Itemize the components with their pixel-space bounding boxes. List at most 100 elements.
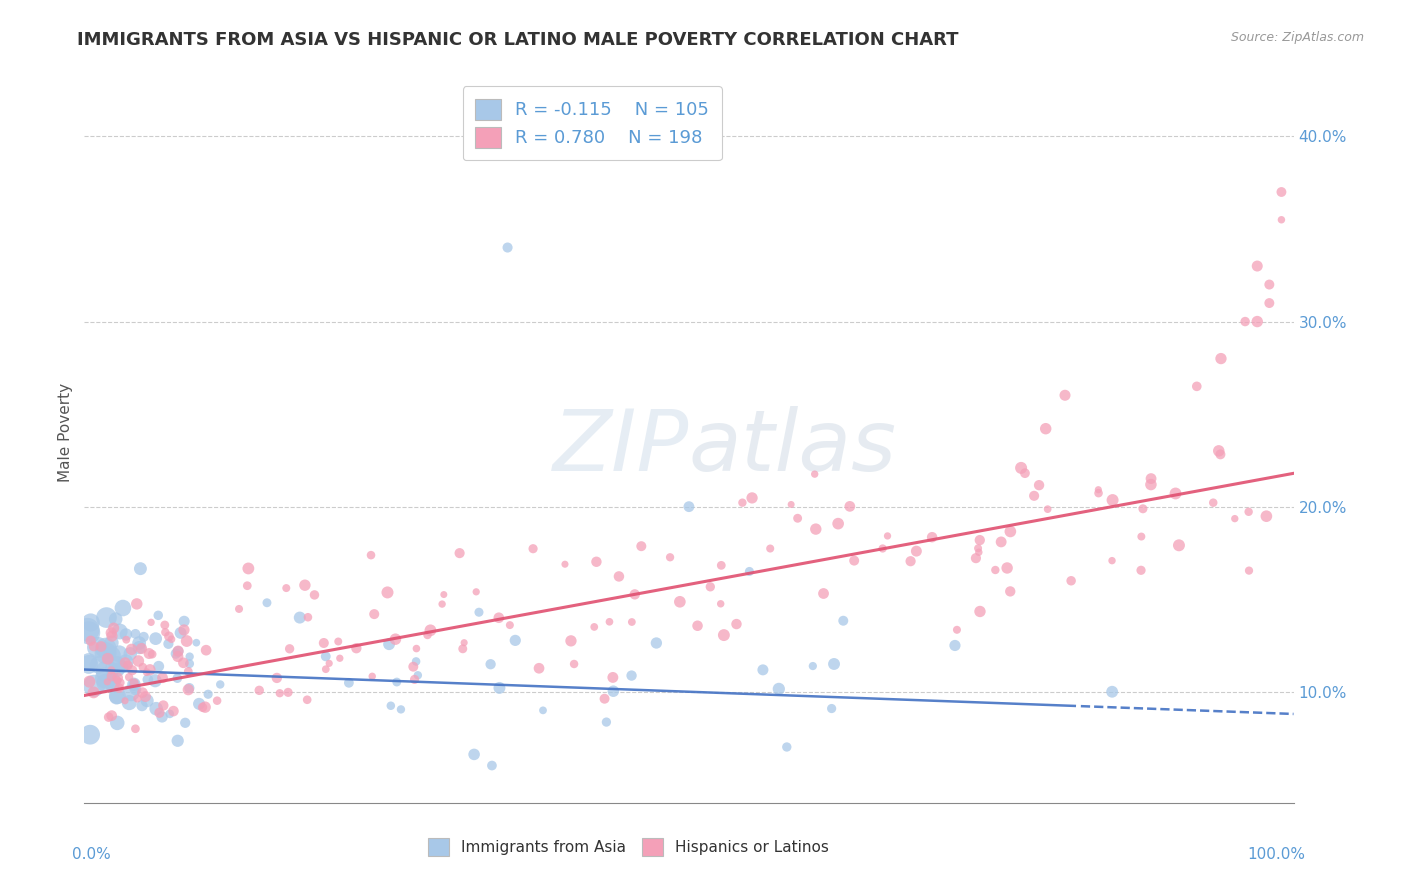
Point (481, 758, 503, 772)
Point (1256, 509, 1278, 524)
Point (177, 682, 200, 697)
Point (79, 728, 101, 742)
Point (1223, 511, 1246, 525)
Point (990, 535, 1012, 549)
Point (162, 704, 184, 718)
Point (1209, 351, 1232, 366)
Point (177, 665, 200, 679)
Point (1208, 443, 1230, 458)
Point (315, 649, 337, 664)
Point (277, 685, 299, 699)
Point (105, 689, 128, 703)
Point (77, 655, 100, 669)
Point (101, 648, 124, 663)
Point (1237, 564, 1260, 578)
Point (921, 530, 943, 544)
Point (752, 663, 775, 677)
Point (803, 467, 825, 482)
Point (453, 636, 475, 650)
Point (531, 703, 554, 717)
Point (1246, 259, 1268, 273)
Point (83, 640, 105, 654)
Point (127, 691, 149, 706)
Point (984, 563, 1007, 577)
Point (153, 618, 176, 632)
Point (468, 605, 491, 619)
Point (1237, 505, 1260, 519)
Point (503, 633, 526, 648)
Point (620, 615, 643, 629)
Point (87, 658, 110, 673)
Text: 100.0%: 100.0% (1247, 847, 1306, 863)
Point (699, 580, 721, 594)
Point (967, 545, 990, 559)
Point (100, 636, 122, 650)
Point (560, 633, 582, 648)
Point (876, 529, 898, 543)
Point (776, 739, 799, 754)
Point (731, 496, 754, 510)
Point (786, 511, 808, 525)
Point (946, 623, 969, 637)
Point (165, 647, 187, 661)
Point (83, 679, 105, 693)
Point (967, 541, 990, 556)
Point (499, 618, 522, 632)
Point (191, 700, 214, 714)
Point (686, 619, 709, 633)
Point (117, 658, 139, 673)
Point (155, 625, 177, 640)
Point (602, 684, 624, 698)
Point (179, 681, 201, 695)
Point (1258, 296, 1281, 310)
Point (166, 733, 188, 747)
Point (1053, 388, 1076, 402)
Point (108, 624, 131, 639)
Point (838, 500, 860, 514)
Point (465, 584, 488, 599)
Point (1035, 422, 1057, 436)
Point (172, 656, 194, 670)
Point (965, 551, 987, 566)
Point (385, 675, 408, 690)
Point (363, 607, 385, 621)
Point (96, 674, 118, 689)
Point (160, 632, 183, 647)
Point (103, 621, 125, 635)
Point (623, 587, 645, 601)
Point (827, 516, 849, 531)
Point (124, 722, 146, 736)
Point (1140, 477, 1163, 491)
Point (124, 627, 146, 641)
Point (276, 581, 298, 595)
Point (152, 671, 174, 685)
Point (449, 546, 471, 560)
Point (269, 686, 291, 700)
Point (132, 660, 155, 674)
Point (120, 647, 142, 661)
Point (554, 558, 576, 572)
Point (620, 668, 643, 682)
Point (378, 637, 401, 651)
Point (659, 550, 682, 565)
Point (669, 595, 692, 609)
Point (710, 558, 733, 573)
Point (288, 610, 311, 624)
Point (135, 665, 157, 680)
Point (430, 597, 453, 611)
Point (562, 657, 585, 671)
Point (136, 694, 159, 708)
Point (360, 548, 382, 562)
Point (678, 500, 700, 514)
Point (94, 641, 117, 656)
Point (129, 562, 152, 576)
Point (527, 661, 550, 675)
Point (238, 561, 260, 575)
Point (1101, 685, 1123, 699)
Point (598, 615, 620, 629)
Point (136, 673, 159, 687)
Point (131, 641, 153, 656)
Text: ZIP: ZIP (553, 406, 689, 489)
Point (139, 615, 162, 630)
Point (179, 657, 201, 671)
